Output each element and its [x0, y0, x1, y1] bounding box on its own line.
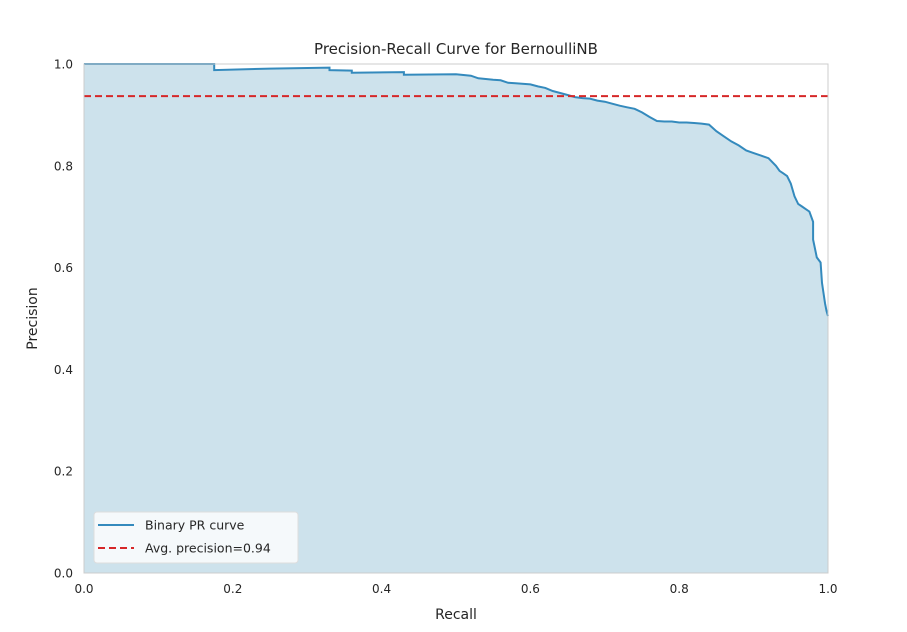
x-tick-label: 0.0 [74, 582, 93, 596]
x-axis-label: Recall [435, 607, 477, 623]
y-axis-label: Precision [25, 287, 41, 349]
y-tick-label: 0.4 [54, 363, 73, 377]
pr-curve-line [84, 63, 829, 317]
y-tick-label: 1.0 [54, 58, 73, 72]
plot-frame [83, 63, 829, 574]
x-tick-label: 0.4 [372, 582, 391, 596]
x-tick-label: 0.6 [521, 582, 540, 596]
y-tick-label: 0.8 [54, 159, 73, 173]
x-tick-label: 0.2 [223, 582, 242, 596]
y-tick-label: 0.2 [54, 465, 73, 479]
chart-title: Precision-Recall Curve for BernoulliNB [314, 40, 598, 58]
legend: Binary PR curve Avg. precision=0.94 [93, 511, 299, 564]
legend-box [93, 511, 299, 564]
x-tick-labels: 0.0 0.2 0.4 0.6 0.8 1.0 [74, 582, 837, 596]
y-tick-label: 0.6 [54, 261, 73, 275]
y-tick-labels: 0.0 0.2 0.4 0.6 0.8 1.0 [54, 58, 73, 581]
legend-label-pr-curve: Binary PR curve [145, 518, 245, 533]
legend-label-avg-precision: Avg. precision=0.94 [145, 541, 271, 556]
x-tick-label: 0.8 [670, 582, 689, 596]
x-tick-label: 1.0 [818, 582, 837, 596]
y-tick-label: 0.0 [54, 567, 73, 581]
pr-curve-fill [84, 64, 828, 573]
